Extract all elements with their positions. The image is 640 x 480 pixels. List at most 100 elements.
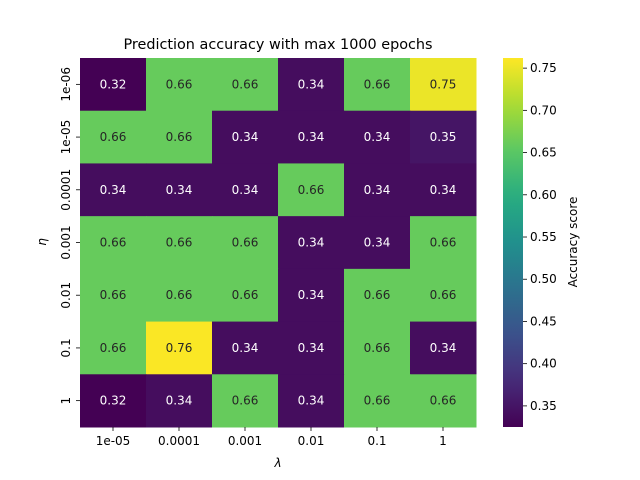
heatmap-cell bbox=[344, 110, 411, 164]
heatmap-cell bbox=[146, 110, 213, 164]
cell-value-label: 0.66 bbox=[364, 394, 391, 408]
heatmap-cell bbox=[344, 321, 411, 375]
cell-value-label: 0.34 bbox=[166, 394, 193, 408]
cell-value-label: 0.66 bbox=[364, 341, 391, 355]
y-tick-label: 1e-05 bbox=[59, 120, 73, 155]
cell-value-label: 0.66 bbox=[298, 183, 325, 197]
heatmap-cell bbox=[278, 268, 345, 323]
y-tick-label: 1 bbox=[59, 397, 73, 405]
y-tick-label: 1e-06 bbox=[59, 67, 73, 102]
cell-value-label: 0.34 bbox=[298, 394, 325, 408]
cell-value-label: 0.34 bbox=[430, 341, 457, 355]
cell-value-label: 0.66 bbox=[430, 288, 457, 302]
heatmap-cell bbox=[278, 374, 345, 428]
colorbar-tick-label: 0.70 bbox=[530, 103, 557, 117]
heatmap-cell bbox=[146, 268, 213, 323]
heatmap-cell bbox=[80, 110, 147, 164]
heatmap-cell bbox=[344, 268, 411, 323]
cell-value-label: 0.76 bbox=[166, 341, 193, 355]
cell-value-label: 0.75 bbox=[430, 77, 457, 91]
cell-value-label: 0.66 bbox=[166, 130, 193, 144]
heatmap-cell bbox=[212, 58, 279, 112]
heatmap-cell bbox=[410, 58, 477, 112]
cell-value-label: 0.34 bbox=[232, 130, 259, 144]
colorbar-tick-label: 0.45 bbox=[530, 314, 557, 328]
heatmap-cell bbox=[146, 321, 213, 375]
heatmap-cell bbox=[410, 163, 477, 217]
y-tick-label: 0.001 bbox=[59, 225, 73, 259]
colorbar-tick-label: 0.60 bbox=[530, 188, 557, 202]
heatmap-cell bbox=[212, 268, 279, 323]
heatmap-cell bbox=[344, 216, 411, 270]
heatmap-cell bbox=[278, 163, 345, 217]
cell-value-label: 0.66 bbox=[100, 341, 127, 355]
cell-value-label: 0.66 bbox=[364, 77, 391, 91]
cell-value-label: 0.66 bbox=[232, 77, 259, 91]
heatmap-cell bbox=[80, 268, 147, 323]
cell-value-label: 0.66 bbox=[166, 236, 193, 250]
cell-value-label: 0.66 bbox=[232, 236, 259, 250]
x-tick-label: 0.01 bbox=[298, 434, 325, 448]
heatmap-cell bbox=[344, 163, 411, 217]
cell-value-label: 0.34 bbox=[298, 288, 325, 302]
heatmap-cell bbox=[80, 163, 147, 217]
cell-value-label: 0.66 bbox=[232, 394, 259, 408]
heatmap-cells bbox=[80, 58, 477, 428]
heatmap-cell bbox=[410, 374, 477, 428]
cell-value-label: 0.34 bbox=[232, 183, 259, 197]
x-tick-label: 0.1 bbox=[367, 434, 386, 448]
colorbar-label: Accuracy score bbox=[566, 197, 580, 288]
x-tick-label: 1e-05 bbox=[96, 434, 131, 448]
heatmap-cell bbox=[278, 110, 345, 164]
y-tick-label: 0.0001 bbox=[59, 169, 73, 211]
heatmap-cell bbox=[212, 216, 279, 270]
colorbar-tick-label: 0.35 bbox=[530, 399, 557, 413]
heatmap-cell bbox=[80, 216, 147, 270]
colorbar-bar bbox=[503, 58, 523, 427]
cell-labels: 0.32 0.66 0.66 0.34 0.66 0.75 0.66 0.66 0.34 0.34… bbox=[100, 77, 457, 407]
colorbar: 0.35 0.40 0.45 0.50 0.55 0.60 0.65 0.70 0.75 bbox=[503, 58, 557, 427]
heatmap-cell bbox=[410, 321, 477, 375]
cell-value-label: 0.34 bbox=[298, 130, 325, 144]
cell-value-label: 0.66 bbox=[430, 236, 457, 250]
cell-value-label: 0.32 bbox=[100, 394, 127, 408]
cell-value-label: 0.34 bbox=[364, 130, 391, 144]
chart-title: Prediction accuracy with max 1000 epochs bbox=[123, 37, 432, 53]
heatmap-cell bbox=[212, 163, 279, 217]
cell-value-label: 0.35 bbox=[430, 130, 457, 144]
cell-value-label: 0.34 bbox=[166, 183, 193, 197]
y-tick-label: 0.1 bbox=[59, 338, 73, 357]
x-axis: 1e-05 0.0001 0.001 0.01 0.1 1 bbox=[96, 427, 447, 448]
cell-value-label: 0.66 bbox=[166, 77, 193, 91]
heatmap-cell bbox=[212, 321, 279, 375]
x-axis-label: λ bbox=[273, 456, 281, 470]
cell-value-label: 0.34 bbox=[298, 77, 325, 91]
cell-value-label: 0.66 bbox=[232, 288, 259, 302]
cell-value-label: 0.66 bbox=[166, 288, 193, 302]
cell-value-label: 0.34 bbox=[364, 183, 391, 197]
y-axis: 1e-06 1e-05 0.0001 0.001 0.01 0.1 1 bbox=[59, 67, 80, 404]
heatmap-cell bbox=[410, 268, 477, 323]
heatmap-cell bbox=[146, 216, 213, 270]
heatmap-cell bbox=[344, 374, 411, 428]
heatmap-cell bbox=[344, 58, 411, 112]
heatmap-cell bbox=[80, 374, 147, 428]
heatmap-cell bbox=[278, 216, 345, 270]
heatmap-cell bbox=[410, 110, 477, 164]
colorbar-tick-label: 0.40 bbox=[530, 357, 557, 371]
cell-value-label: 0.66 bbox=[430, 394, 457, 408]
heatmap-cell bbox=[212, 374, 279, 428]
cell-value-label: 0.34 bbox=[232, 341, 259, 355]
cell-value-label: 0.32 bbox=[100, 77, 127, 91]
heatmap-cell bbox=[80, 58, 147, 112]
heatmap-cell bbox=[278, 58, 345, 112]
cell-value-label: 0.34 bbox=[298, 341, 325, 355]
cell-value-label: 0.34 bbox=[298, 236, 325, 250]
x-tick-label: 0.001 bbox=[228, 434, 262, 448]
cell-value-label: 0.66 bbox=[100, 130, 127, 144]
cell-value-label: 0.34 bbox=[364, 236, 391, 250]
heatmap-cell bbox=[212, 110, 279, 164]
cell-value-label: 0.34 bbox=[430, 183, 457, 197]
cell-value-label: 0.66 bbox=[364, 288, 391, 302]
